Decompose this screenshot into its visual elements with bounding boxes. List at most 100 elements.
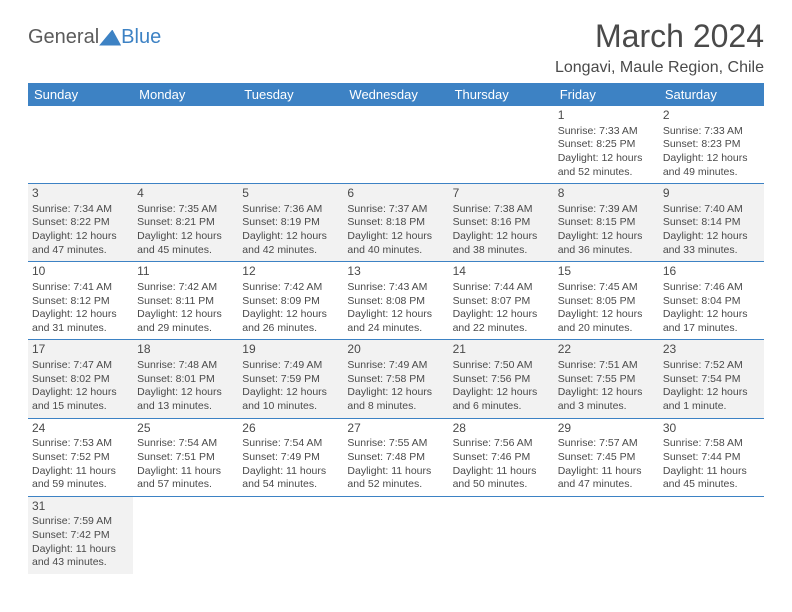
sunset-text: Sunset: 8:25 PM <box>558 138 655 152</box>
sunrise-text: Sunrise: 7:56 AM <box>453 437 550 451</box>
daylight-text: Daylight: 12 hours and 24 minutes. <box>347 308 444 335</box>
calendar-cell: 1Sunrise: 7:33 AMSunset: 8:25 PMDaylight… <box>554 106 659 184</box>
sunrise-text: Sunrise: 7:47 AM <box>32 359 129 373</box>
day-number: 10 <box>32 264 129 280</box>
daylight-text: Daylight: 12 hours and 15 minutes. <box>32 386 129 413</box>
daylight-text: Daylight: 12 hours and 1 minute. <box>663 386 760 413</box>
daylight-text: Daylight: 12 hours and 52 minutes. <box>558 152 655 179</box>
sunset-text: Sunset: 8:22 PM <box>32 216 129 230</box>
sunrise-text: Sunrise: 7:48 AM <box>137 359 234 373</box>
sunrise-text: Sunrise: 7:43 AM <box>347 281 444 295</box>
sunrise-text: Sunrise: 7:36 AM <box>242 203 339 217</box>
calendar-cell <box>659 496 764 574</box>
sunset-text: Sunset: 8:16 PM <box>453 216 550 230</box>
sunrise-text: Sunrise: 7:42 AM <box>137 281 234 295</box>
day-number: 25 <box>137 421 234 437</box>
daylight-text: Daylight: 12 hours and 8 minutes. <box>347 386 444 413</box>
sunset-text: Sunset: 8:15 PM <box>558 216 655 230</box>
daylight-text: Daylight: 12 hours and 26 minutes. <box>242 308 339 335</box>
calendar-cell: 6Sunrise: 7:37 AMSunset: 8:18 PMDaylight… <box>343 184 448 262</box>
calendar-cell <box>343 106 448 184</box>
sunset-text: Sunset: 8:11 PM <box>137 295 234 309</box>
sunset-text: Sunset: 8:01 PM <box>137 373 234 387</box>
sunset-text: Sunset: 8:23 PM <box>663 138 760 152</box>
day-number: 21 <box>453 342 550 358</box>
calendar-cell: 25Sunrise: 7:54 AMSunset: 7:51 PMDayligh… <box>133 418 238 496</box>
daylight-text: Daylight: 11 hours and 54 minutes. <box>242 465 339 492</box>
calendar-cell <box>449 496 554 574</box>
day-number: 18 <box>137 342 234 358</box>
sunrise-text: Sunrise: 7:45 AM <box>558 281 655 295</box>
sunset-text: Sunset: 7:49 PM <box>242 451 339 465</box>
day-header: Tuesday <box>238 83 343 106</box>
daylight-text: Daylight: 12 hours and 29 minutes. <box>137 308 234 335</box>
calendar-cell: 17Sunrise: 7:47 AMSunset: 8:02 PMDayligh… <box>28 340 133 418</box>
day-number: 13 <box>347 264 444 280</box>
daylight-text: Daylight: 12 hours and 40 minutes. <box>347 230 444 257</box>
calendar-cell: 2Sunrise: 7:33 AMSunset: 8:23 PMDaylight… <box>659 106 764 184</box>
sunrise-text: Sunrise: 7:57 AM <box>558 437 655 451</box>
daylight-text: Daylight: 11 hours and 50 minutes. <box>453 465 550 492</box>
sunset-text: Sunset: 7:42 PM <box>32 529 129 543</box>
sunrise-text: Sunrise: 7:51 AM <box>558 359 655 373</box>
sunrise-text: Sunrise: 7:41 AM <box>32 281 129 295</box>
daylight-text: Daylight: 12 hours and 6 minutes. <box>453 386 550 413</box>
calendar-cell <box>133 496 238 574</box>
day-number: 5 <box>242 186 339 202</box>
daylight-text: Daylight: 11 hours and 45 minutes. <box>663 465 760 492</box>
daylight-text: Daylight: 11 hours and 47 minutes. <box>558 465 655 492</box>
calendar-cell <box>449 106 554 184</box>
sunset-text: Sunset: 8:14 PM <box>663 216 760 230</box>
daylight-text: Daylight: 12 hours and 38 minutes. <box>453 230 550 257</box>
day-header: Friday <box>554 83 659 106</box>
day-number: 11 <box>137 264 234 280</box>
day-header: Monday <box>133 83 238 106</box>
calendar-row: 17Sunrise: 7:47 AMSunset: 8:02 PMDayligh… <box>28 340 764 418</box>
sunset-text: Sunset: 7:46 PM <box>453 451 550 465</box>
calendar-cell: 21Sunrise: 7:50 AMSunset: 7:56 PMDayligh… <box>449 340 554 418</box>
calendar-cell: 3Sunrise: 7:34 AMSunset: 8:22 PMDaylight… <box>28 184 133 262</box>
sunrise-text: Sunrise: 7:54 AM <box>242 437 339 451</box>
calendar-cell <box>554 496 659 574</box>
sunrise-text: Sunrise: 7:34 AM <box>32 203 129 217</box>
location: Longavi, Maule Region, Chile <box>555 59 764 77</box>
daylight-text: Daylight: 12 hours and 36 minutes. <box>558 230 655 257</box>
calendar-cell <box>343 496 448 574</box>
sunset-text: Sunset: 8:09 PM <box>242 295 339 309</box>
day-header: Saturday <box>659 83 764 106</box>
calendar-cell: 10Sunrise: 7:41 AMSunset: 8:12 PMDayligh… <box>28 262 133 340</box>
calendar-cell: 19Sunrise: 7:49 AMSunset: 7:59 PMDayligh… <box>238 340 343 418</box>
daylight-text: Daylight: 12 hours and 45 minutes. <box>137 230 234 257</box>
calendar-body: 1Sunrise: 7:33 AMSunset: 8:25 PMDaylight… <box>28 106 764 574</box>
sunset-text: Sunset: 7:45 PM <box>558 451 655 465</box>
daylight-text: Daylight: 11 hours and 52 minutes. <box>347 465 444 492</box>
day-number: 24 <box>32 421 129 437</box>
logo-text-general: General <box>28 26 99 49</box>
daylight-text: Daylight: 12 hours and 22 minutes. <box>453 308 550 335</box>
sunrise-text: Sunrise: 7:59 AM <box>32 515 129 529</box>
sunset-text: Sunset: 7:54 PM <box>663 373 760 387</box>
daylight-text: Daylight: 11 hours and 43 minutes. <box>32 543 129 570</box>
day-number: 30 <box>663 421 760 437</box>
sunrise-text: Sunrise: 7:37 AM <box>347 203 444 217</box>
calendar-cell: 11Sunrise: 7:42 AMSunset: 8:11 PMDayligh… <box>133 262 238 340</box>
logo-sail-icon <box>99 30 121 46</box>
sunset-text: Sunset: 8:08 PM <box>347 295 444 309</box>
day-number: 6 <box>347 186 444 202</box>
sunrise-text: Sunrise: 7:53 AM <box>32 437 129 451</box>
day-number: 29 <box>558 421 655 437</box>
sunrise-text: Sunrise: 7:46 AM <box>663 281 760 295</box>
day-number: 4 <box>137 186 234 202</box>
daylight-text: Daylight: 11 hours and 57 minutes. <box>137 465 234 492</box>
calendar-cell: 9Sunrise: 7:40 AMSunset: 8:14 PMDaylight… <box>659 184 764 262</box>
title-block: March 2024 Longavi, Maule Region, Chile <box>555 18 764 77</box>
sunset-text: Sunset: 7:59 PM <box>242 373 339 387</box>
day-number: 17 <box>32 342 129 358</box>
calendar-row: 3Sunrise: 7:34 AMSunset: 8:22 PMDaylight… <box>28 184 764 262</box>
sunrise-text: Sunrise: 7:33 AM <box>558 125 655 139</box>
calendar-cell: 20Sunrise: 7:49 AMSunset: 7:58 PMDayligh… <box>343 340 448 418</box>
daylight-text: Daylight: 12 hours and 13 minutes. <box>137 386 234 413</box>
sunset-text: Sunset: 7:44 PM <box>663 451 760 465</box>
day-number: 19 <box>242 342 339 358</box>
sunset-text: Sunset: 8:19 PM <box>242 216 339 230</box>
